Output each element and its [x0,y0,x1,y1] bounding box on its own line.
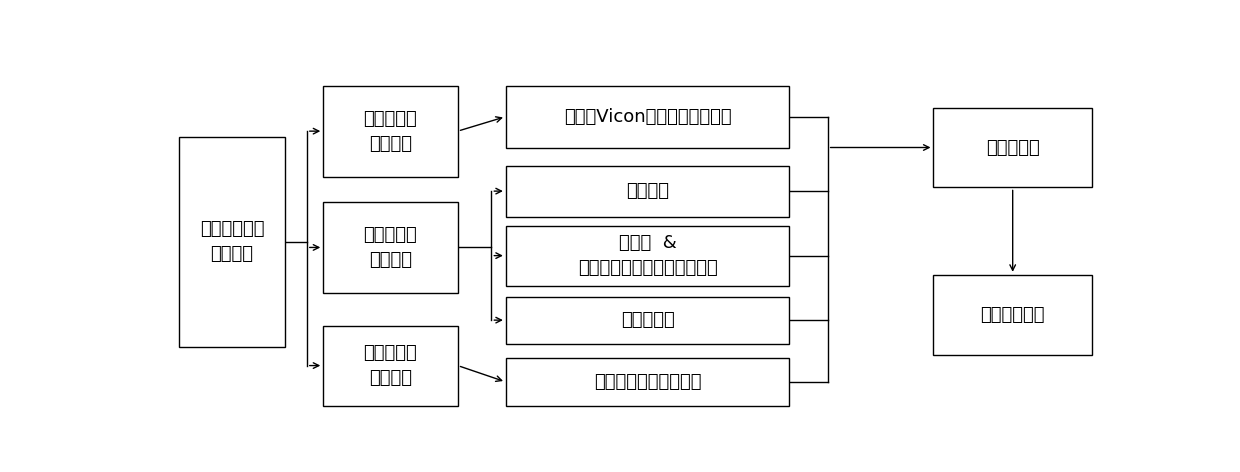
Bar [179,136,285,347]
Text: 下肢关节力矩
测试系统: 下肢关节力矩 测试系统 [200,220,264,263]
Bar [324,326,458,405]
Bar [506,358,789,405]
Text: 动力学信息
采集系统: 动力学信息 采集系统 [363,226,418,269]
Text: 跑步机  &
鞋垫式足底压力分布测量系统: 跑步机 & 鞋垫式足底压力分布测量系统 [578,234,718,277]
Bar [506,296,789,344]
Bar [506,226,789,286]
Bar [324,86,458,177]
Bar [506,166,789,217]
Text: 测试分析主机: 测试分析主机 [981,306,1045,324]
Bar [324,202,458,293]
Text: 压力跑台: 压力跑台 [626,182,670,200]
Text: 便携式Vicon三维运动捕捉系统: 便携式Vicon三维运动捕捉系统 [564,108,732,126]
Text: 硬件同步器: 硬件同步器 [986,138,1039,157]
Text: 三维测力板: 三维测力板 [621,311,675,329]
Bar [934,108,1092,187]
Text: 无线表面肌电采集系统: 无线表面肌电采集系统 [594,373,702,391]
Bar [934,275,1092,354]
Text: 生物学信息
采集系统: 生物学信息 采集系统 [363,344,418,387]
Text: 运动学信息
采集系统: 运动学信息 采集系统 [363,110,418,152]
Bar [506,86,789,147]
